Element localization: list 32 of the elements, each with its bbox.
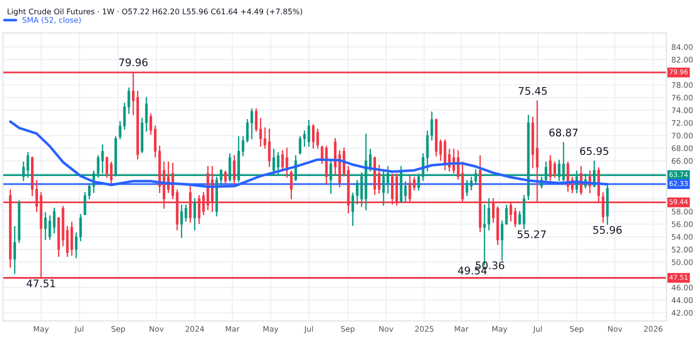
candlestick bbox=[13, 226, 16, 274]
candlestick bbox=[444, 139, 446, 170]
candlestick bbox=[378, 164, 380, 194]
candlestick bbox=[224, 170, 227, 184]
candlestick bbox=[150, 113, 152, 135]
candlestick bbox=[254, 108, 258, 132]
candlestick bbox=[106, 156, 108, 178]
candlestick bbox=[352, 192, 354, 226]
candlestick bbox=[412, 176, 416, 191]
candlestick bbox=[154, 125, 156, 158]
annotation: 47.51 bbox=[26, 280, 56, 288]
candlestick bbox=[514, 208, 517, 228]
candlestick bbox=[553, 161, 556, 178]
candlestick bbox=[466, 180, 468, 196]
annotation: 68.87 bbox=[549, 128, 578, 136]
candlestick bbox=[312, 124, 315, 149]
candlestick bbox=[70, 222, 74, 256]
candlestick bbox=[232, 155, 236, 184]
annotation: 55.27 bbox=[518, 230, 546, 238]
candlestick bbox=[110, 161, 113, 184]
candlestick bbox=[44, 212, 47, 240]
candlestick bbox=[290, 170, 293, 200]
annotation: 75.45 bbox=[518, 87, 547, 95]
candlestick bbox=[316, 128, 319, 149]
annotation: 55.96 bbox=[593, 226, 622, 234]
candlestick bbox=[566, 161, 570, 192]
candlestick bbox=[52, 208, 56, 234]
candlestick bbox=[193, 198, 196, 230]
candlestick bbox=[250, 108, 254, 140]
annotation: 65.95 bbox=[580, 147, 608, 155]
candlestick bbox=[549, 155, 552, 182]
annotation: 79.96 bbox=[119, 58, 148, 66]
